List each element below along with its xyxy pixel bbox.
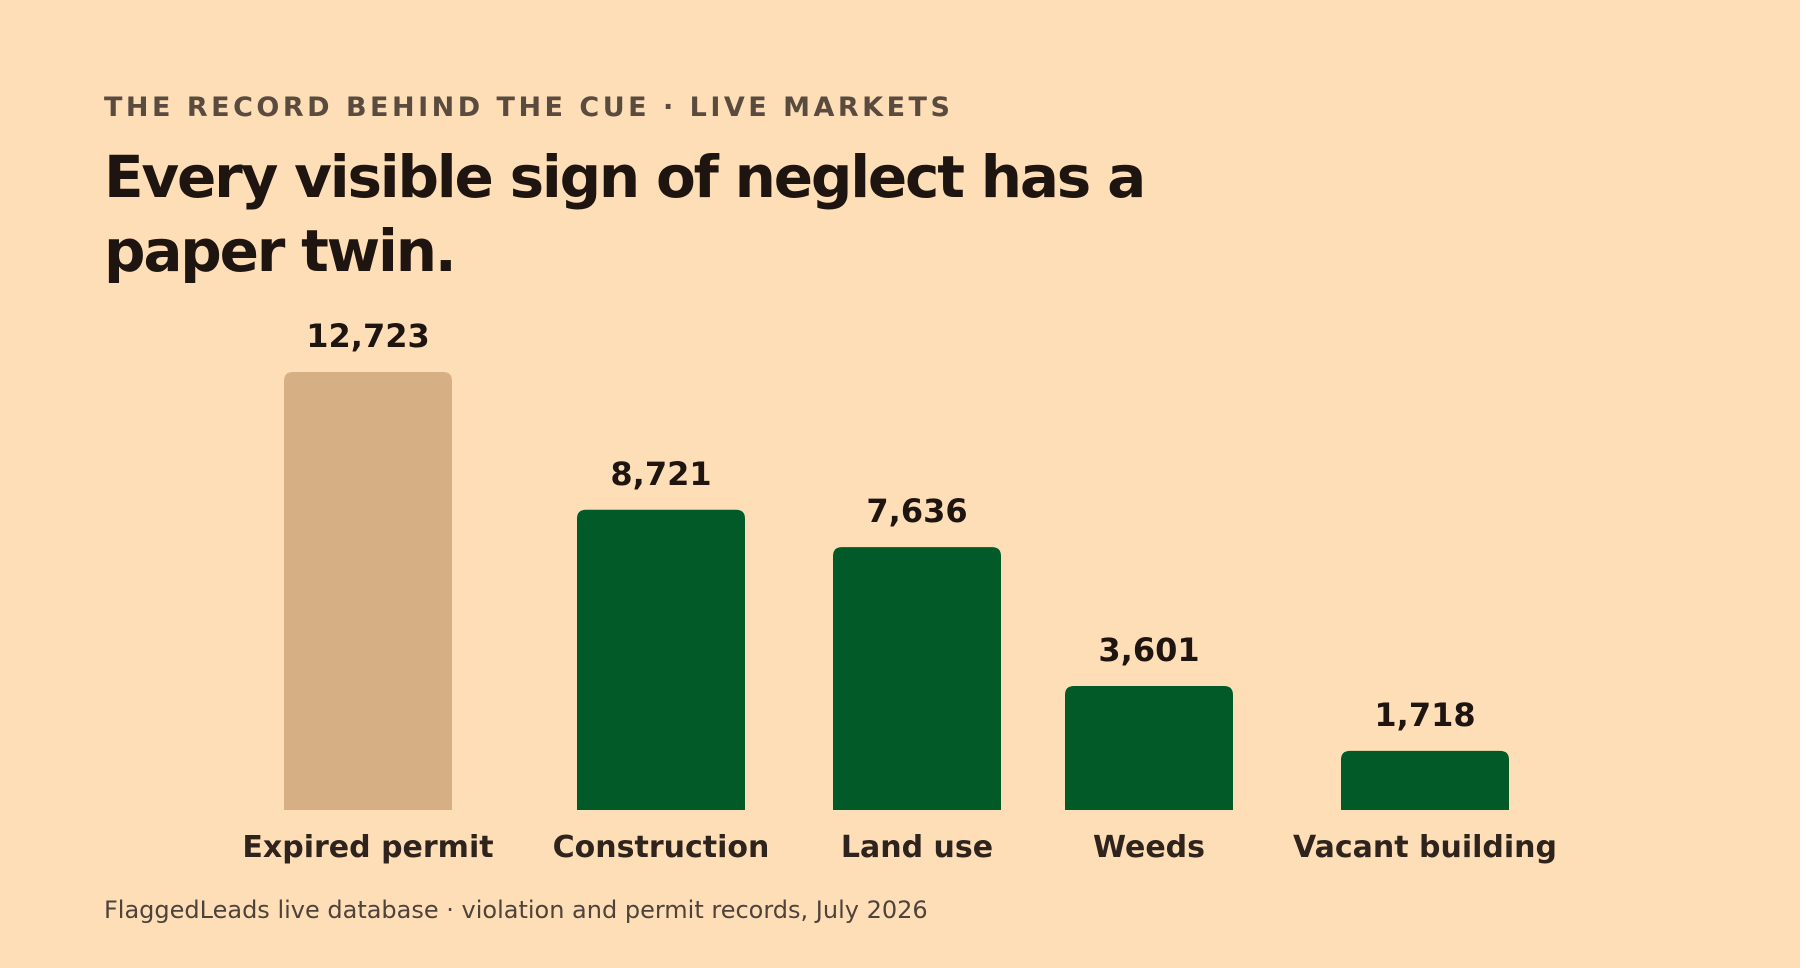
bar-land-use (833, 547, 1001, 810)
value-label: 8,721 (610, 455, 711, 493)
category-label: Weeds (1093, 830, 1205, 865)
bar-expired-permit (284, 372, 452, 810)
bar-group-0: 12,723 Expired permit (242, 317, 493, 865)
bar-construction (577, 509, 745, 810)
bar-weeds (1065, 686, 1233, 810)
chart-eyebrow: THE RECORD BEHIND THE CUE · LIVE MARKETS (104, 92, 954, 123)
category-label: Expired permit (242, 830, 493, 865)
category-label: Land use (841, 830, 993, 865)
bar-group-2: 7,636 Land use (833, 492, 1001, 865)
category-label: Vacant building (1293, 830, 1557, 865)
source-note: FlaggedLeads live database · violation a… (104, 896, 928, 924)
chart-title: Every visible sign of neglect has a pape… (104, 143, 1146, 285)
bar-group-3: 3,601 Weeds (1065, 631, 1233, 865)
value-label: 12,723 (306, 317, 429, 355)
bar-group-4: 1,718 Vacant building (1293, 696, 1557, 865)
value-label: 1,718 (1374, 696, 1475, 734)
category-label: Construction (553, 830, 770, 865)
bar-vacant-building (1341, 750, 1509, 810)
value-label: 3,601 (1098, 631, 1199, 669)
value-label: 7,636 (866, 492, 967, 530)
bar-group-1: 8,721 Construction (553, 455, 770, 865)
